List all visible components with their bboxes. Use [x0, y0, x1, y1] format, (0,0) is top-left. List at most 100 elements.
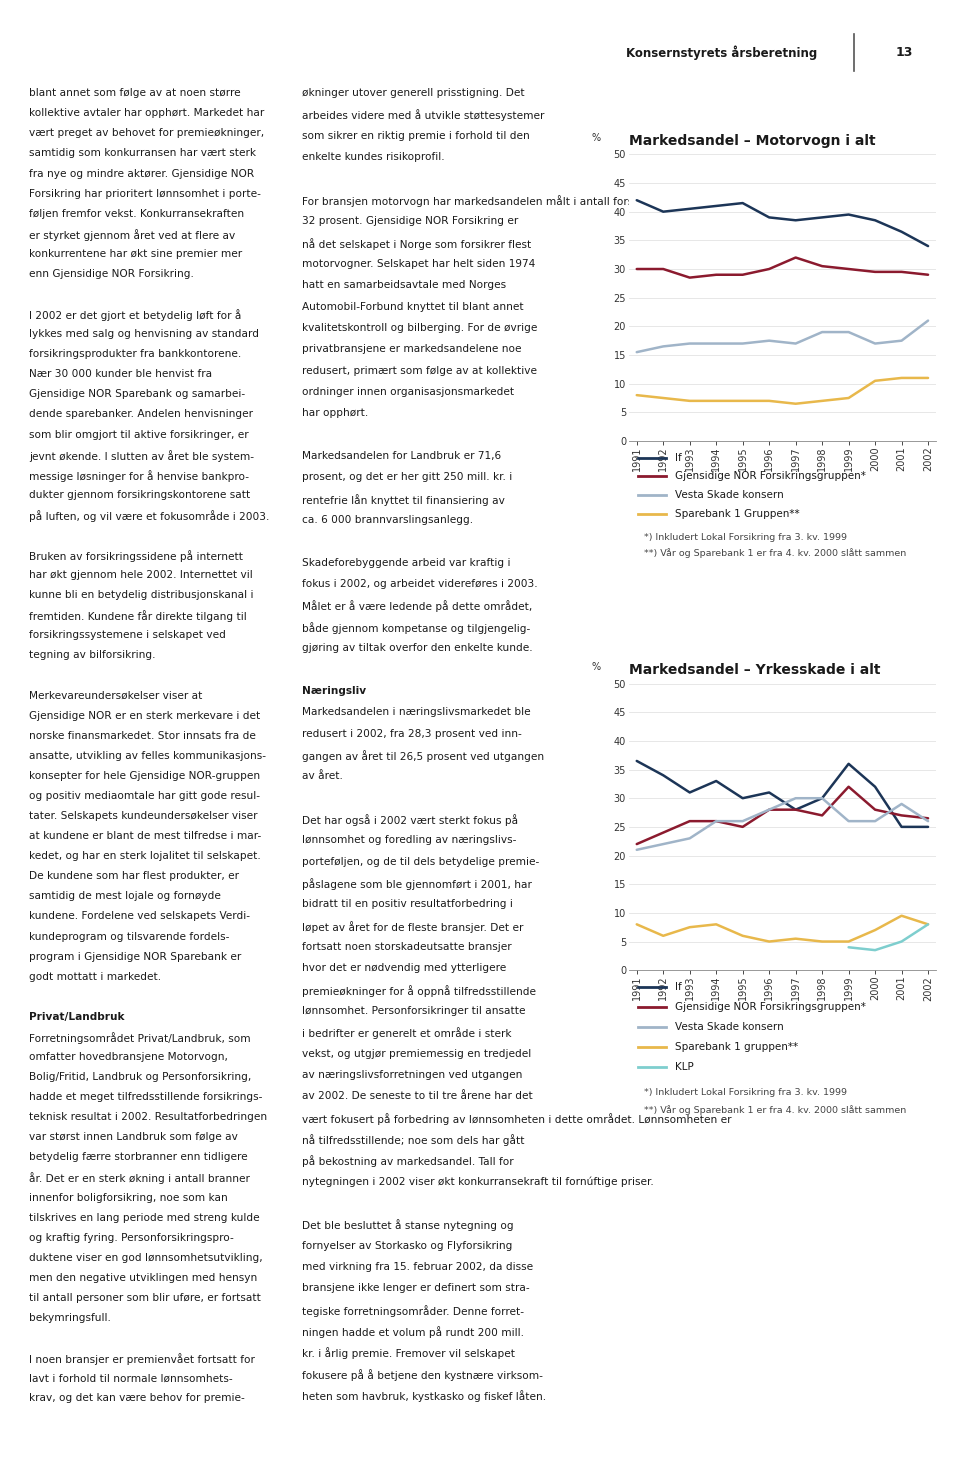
Text: bidratt til en positiv resultatforbedring i: bidratt til en positiv resultatforbedrin… [302, 900, 514, 910]
Text: økninger utover generell prisstigning. Det: økninger utover generell prisstigning. D… [302, 88, 525, 98]
Text: Markedsandelen i næringslivsmarkedet ble: Markedsandelen i næringslivsmarkedet ble [302, 707, 531, 717]
Text: og positiv mediaomtale har gitt gode resul-: og positiv mediaomtale har gitt gode res… [29, 791, 260, 801]
Text: lønnsomhet og foredling av næringslivs-: lønnsomhet og foredling av næringslivs- [302, 835, 516, 845]
Text: hvor det er nødvendig med ytterligere: hvor det er nødvendig med ytterligere [302, 963, 507, 973]
Text: **) Vår og Sparebank 1 er fra 4. kv. 2000 slått sammen: **) Vår og Sparebank 1 er fra 4. kv. 200… [644, 1105, 906, 1114]
Text: program i Gjensidige NOR Sparebank er: program i Gjensidige NOR Sparebank er [29, 951, 241, 961]
Text: gangen av året til 26,5 prosent ved utgangen: gangen av året til 26,5 prosent ved utga… [302, 750, 544, 761]
Text: Bruken av forsikringssidene på internett: Bruken av forsikringssidene på internett [29, 550, 243, 562]
Text: kvalitetskontroll og bilberging. For de øvrige: kvalitetskontroll og bilberging. For de … [302, 323, 538, 334]
Text: Vesta Skade konsern: Vesta Skade konsern [675, 490, 783, 500]
Text: Gjensidige NOR Forsikringsgruppen*: Gjensidige NOR Forsikringsgruppen* [675, 472, 866, 481]
Text: forsikringsprodukter fra bankkontorene.: forsikringsprodukter fra bankkontorene. [29, 350, 241, 359]
Text: heten som havbruk, kystkasko og fiskef låten.: heten som havbruk, kystkasko og fiskef l… [302, 1391, 546, 1402]
Text: godt mottatt i markedet.: godt mottatt i markedet. [29, 972, 161, 982]
Text: nå det selskapet i Norge som forsikrer flest: nå det selskapet i Norge som forsikrer f… [302, 238, 532, 250]
Text: har opphørt.: har opphørt. [302, 409, 369, 419]
Text: messige løsninger for å henvise bankpro-: messige løsninger for å henvise bankpro- [29, 470, 249, 482]
Text: %: % [592, 132, 601, 143]
Text: motorvogner. Selskapet har helt siden 1974: motorvogner. Selskapet har helt siden 19… [302, 259, 536, 269]
Text: vært fokusert på forbedring av lønnsomheten i dette området. Lønnsomheten er: vært fokusert på forbedring av lønnsomhe… [302, 1113, 732, 1125]
Text: som blir omgjort til aktive forsikringer, er: som blir omgjort til aktive forsikringer… [29, 429, 249, 440]
Text: dende sparebanker. Andelen henvisninger: dende sparebanker. Andelen henvisninger [29, 410, 252, 419]
Text: redusert i 2002, fra 28,3 prosent ved inn-: redusert i 2002, fra 28,3 prosent ved in… [302, 729, 522, 738]
Text: Skadeforebyggende arbeid var kraftig i: Skadeforebyggende arbeid var kraftig i [302, 557, 511, 567]
Text: Gjensidige NOR Sparebank og samarbei-: Gjensidige NOR Sparebank og samarbei- [29, 390, 245, 400]
Text: tegiske forretningsområder. Denne forret-: tegiske forretningsområder. Denne forret… [302, 1305, 524, 1317]
Text: har økt gjennom hele 2002. Internettet vil: har økt gjennom hele 2002. Internettet v… [29, 570, 252, 581]
Text: vekst, og utgjør premiemessig en tredjedel: vekst, og utgjør premiemessig en tredjed… [302, 1048, 532, 1058]
Text: Forretningsområdet Privat/Landbruk, som: Forretningsområdet Privat/Landbruk, som [29, 1032, 251, 1044]
Text: Næringsliv: Næringsliv [302, 686, 367, 695]
Text: konsepter for hele Gjensidige NOR-gruppen: konsepter for hele Gjensidige NOR-gruppe… [29, 770, 260, 781]
Text: fortsatt noen storskadeutsatte bransjer: fortsatt noen storskadeutsatte bransjer [302, 942, 512, 953]
Text: kr. i årlig premie. Fremover vil selskapet: kr. i årlig premie. Fremover vil selskap… [302, 1348, 516, 1360]
Text: i bedrifter er generelt et område i sterk: i bedrifter er generelt et område i ster… [302, 1028, 512, 1039]
Text: For bransjen motorvogn har markedsandelen målt i antall forsikringer økt til: For bransjen motorvogn har markedsandele… [302, 196, 708, 207]
Text: **) Vår og Sparebank 1 er fra 4. kv. 2000 slått sammen: **) Vår og Sparebank 1 er fra 4. kv. 200… [644, 548, 906, 559]
Text: Merkevareundersøkelser viser at: Merkevareundersøkelser viser at [29, 691, 203, 701]
Text: samtidig de mest lojale og fornøyde: samtidig de mest lojale og fornøyde [29, 891, 221, 901]
Text: Nær 30 000 kunder ble henvist fra: Nær 30 000 kunder ble henvist fra [29, 369, 212, 379]
Text: av året.: av året. [302, 772, 344, 781]
Text: premieøkninger for å oppnå tilfredsstillende: premieøkninger for å oppnå tilfredsstill… [302, 985, 537, 997]
Text: lønnsomhet. Personforsikringer til ansatte: lønnsomhet. Personforsikringer til ansat… [302, 1005, 526, 1016]
Text: med virkning fra 15. februar 2002, da disse: med virkning fra 15. februar 2002, da di… [302, 1263, 534, 1272]
Text: Forsikring har prioritert lønnsomhet i porte-: Forsikring har prioritert lønnsomhet i p… [29, 188, 261, 198]
Text: Privat/Landbruk: Privat/Landbruk [29, 1011, 124, 1022]
Text: krav, og det kan være behov for premie-: krav, og det kan være behov for premie- [29, 1394, 245, 1404]
Text: og kraftig fyring. Personforsikringspro-: og kraftig fyring. Personforsikringspro- [29, 1233, 233, 1242]
Text: blant annet som følge av at noen større: blant annet som følge av at noen større [29, 88, 240, 98]
Text: kedet, og har en sterk lojalitet til selskapet.: kedet, og har en sterk lojalitet til sel… [29, 851, 260, 861]
Text: kunne bli en betydelig distribusjonskanal i: kunne bli en betydelig distribusjonskana… [29, 589, 253, 600]
Text: fra nye og mindre aktører. Gjensidige NOR: fra nye og mindre aktører. Gjensidige NO… [29, 169, 254, 178]
Text: Markedsandel – Yrkesskade i alt: Markedsandel – Yrkesskade i alt [629, 663, 880, 676]
Text: som sikrer en riktig premie i forhold til den: som sikrer en riktig premie i forhold ti… [302, 131, 530, 141]
Text: hatt en samarbeidsavtale med Norges: hatt en samarbeidsavtale med Norges [302, 281, 507, 290]
Text: I 2002 er det gjort et betydelig løft for å: I 2002 er det gjort et betydelig løft fo… [29, 309, 241, 320]
Text: Konsernstyrets årsberetning: Konsernstyrets årsberetning [626, 46, 817, 60]
Text: tater. Selskapets kundeundersøkelser viser: tater. Selskapets kundeundersøkelser vis… [29, 811, 257, 822]
Text: både gjennom kompetanse og tilgjengelig-: både gjennom kompetanse og tilgjengelig- [302, 622, 531, 634]
Text: duktene viser en god lønnsomhetsutvikling,: duktene viser en god lønnsomhetsutviklin… [29, 1252, 262, 1263]
Text: *) Inkludert Lokal Forsikring fra 3. kv. 1999: *) Inkludert Lokal Forsikring fra 3. kv.… [644, 534, 847, 542]
Text: år. Det er en sterk økning i antall branner: år. Det er en sterk økning i antall bran… [29, 1173, 250, 1185]
Text: fornyelser av Storkasko og Flyforsikring: fornyelser av Storkasko og Flyforsikring [302, 1241, 513, 1251]
Text: løpet av året for de fleste bransjer. Det er: løpet av året for de fleste bransjer. De… [302, 920, 524, 932]
Text: samtidig som konkurransen har vært sterk: samtidig som konkurransen har vært sterk [29, 148, 255, 159]
Text: *) Inkludert Lokal Forsikring fra 3. kv. 1999: *) Inkludert Lokal Forsikring fra 3. kv.… [644, 1088, 847, 1098]
Text: gjøring av tiltak overfor den enkelte kunde.: gjøring av tiltak overfor den enkelte ku… [302, 644, 533, 653]
Text: men den negative utviklingen med hensyn: men den negative utviklingen med hensyn [29, 1273, 257, 1283]
Text: at kundene er blant de mest tilfredse i mar-: at kundene er blant de mest tilfredse i … [29, 831, 261, 841]
Text: nå tilfredsstillende; noe som dels har gått: nå tilfredsstillende; noe som dels har g… [302, 1133, 525, 1147]
Text: er styrket gjennom året ved at flere av: er styrket gjennom året ved at flere av [29, 229, 235, 241]
Text: tegning av bilforsikring.: tegning av bilforsikring. [29, 650, 156, 660]
Text: teknisk resultat i 2002. Resultatforbedringen: teknisk resultat i 2002. Resultatforbedr… [29, 1113, 267, 1122]
Text: %: % [592, 662, 601, 672]
Text: ordninger innen organisasjonsmarkedet: ordninger innen organisasjonsmarkedet [302, 387, 515, 397]
Text: If: If [675, 453, 682, 463]
Text: KLP: KLP [675, 1061, 694, 1072]
Text: betydelig færre storbranner enn tidligere: betydelig færre storbranner enn tidliger… [29, 1152, 248, 1163]
Text: Sparebank 1 gruppen**: Sparebank 1 gruppen** [675, 1042, 798, 1053]
Text: De kundene som har flest produkter, er: De kundene som har flest produkter, er [29, 872, 239, 882]
Text: enn Gjensidige NOR Forsikring.: enn Gjensidige NOR Forsikring. [29, 269, 194, 279]
Text: Gjensidige NOR Forsikringsgruppen*: Gjensidige NOR Forsikringsgruppen* [675, 1003, 866, 1013]
Text: norske finansmarkedet. Stor innsats fra de: norske finansmarkedet. Stor innsats fra … [29, 731, 255, 741]
Text: Det ble besluttet å stanse nytegning og: Det ble besluttet å stanse nytegning og [302, 1220, 514, 1232]
Text: porteføljen, og de til dels betydelige premie-: porteføljen, og de til dels betydelige p… [302, 857, 540, 867]
Text: arbeides videre med å utvikle støttesystemer: arbeides videre med å utvikle støttesyst… [302, 110, 544, 122]
Text: enkelte kundes risikoprofil.: enkelte kundes risikoprofil. [302, 153, 445, 162]
Text: dukter gjennom forsikringskontorene satt: dukter gjennom forsikringskontorene satt [29, 490, 250, 500]
Text: var størst innen Landbruk som følge av: var størst innen Landbruk som følge av [29, 1132, 238, 1142]
Text: Bolig/Fritid, Landbruk og Personforsikring,: Bolig/Fritid, Landbruk og Personforsikri… [29, 1072, 252, 1082]
Text: føljen fremfor vekst. Konkurransekraften: føljen fremfor vekst. Konkurransekraften [29, 209, 244, 219]
Text: konkurrentene har økt sine premier mer: konkurrentene har økt sine premier mer [29, 248, 242, 259]
Text: I noen bransjer er premienvået fortsatt for: I noen bransjer er premienvået fortsatt … [29, 1354, 254, 1366]
Text: Gjensidige NOR er en sterk merkevare i det: Gjensidige NOR er en sterk merkevare i d… [29, 710, 260, 720]
Text: til antall personer som blir uføre, er fortsatt: til antall personer som blir uføre, er f… [29, 1294, 261, 1302]
Text: lykkes med salg og henvisning av standard: lykkes med salg og henvisning av standar… [29, 329, 259, 340]
Text: på luften, og vil være et fokusområde i 2003.: på luften, og vil være et fokusområde i … [29, 510, 269, 522]
Text: ca. 6 000 brannvarslingsanlegg.: ca. 6 000 brannvarslingsanlegg. [302, 514, 473, 525]
Text: 32 prosent. Gjensidige NOR Forsikring er: 32 prosent. Gjensidige NOR Forsikring er [302, 216, 518, 226]
